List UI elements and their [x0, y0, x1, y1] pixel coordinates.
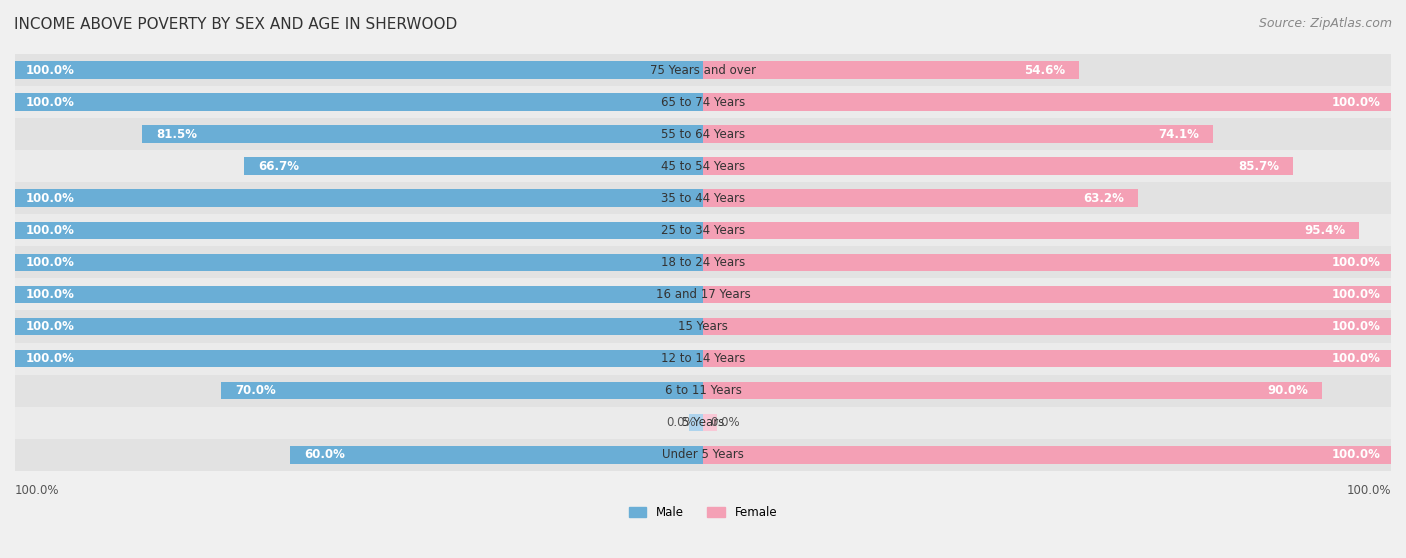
Bar — [703, 190, 1137, 207]
Text: 100.0%: 100.0% — [1331, 95, 1381, 109]
Bar — [703, 350, 1391, 367]
Text: 100.0%: 100.0% — [25, 224, 75, 237]
Text: 15 Years: 15 Years — [678, 320, 728, 333]
Text: 16 and 17 Years: 16 and 17 Years — [655, 288, 751, 301]
Text: 85.7%: 85.7% — [1237, 160, 1279, 173]
Text: 74.1%: 74.1% — [1159, 128, 1199, 141]
Bar — [703, 93, 1391, 111]
Text: 12 to 14 Years: 12 to 14 Years — [661, 352, 745, 365]
Bar — [15, 278, 1391, 310]
Bar — [703, 61, 1078, 79]
Legend: Male, Female: Male, Female — [628, 506, 778, 519]
Bar — [290, 446, 703, 464]
Bar — [703, 414, 717, 431]
Bar — [15, 222, 703, 239]
Text: 100.0%: 100.0% — [25, 95, 75, 109]
Text: 100.0%: 100.0% — [15, 484, 59, 497]
Bar — [689, 414, 703, 431]
Text: 63.2%: 63.2% — [1083, 192, 1123, 205]
Text: 25 to 34 Years: 25 to 34 Years — [661, 224, 745, 237]
Text: 70.0%: 70.0% — [235, 384, 276, 397]
Text: 100.0%: 100.0% — [25, 192, 75, 205]
Bar — [703, 318, 1391, 335]
Text: 6 to 11 Years: 6 to 11 Years — [665, 384, 741, 397]
Bar — [221, 382, 703, 400]
Text: Source: ZipAtlas.com: Source: ZipAtlas.com — [1258, 17, 1392, 30]
Text: 100.0%: 100.0% — [25, 256, 75, 269]
Text: 90.0%: 90.0% — [1268, 384, 1309, 397]
Text: 75 Years and over: 75 Years and over — [650, 64, 756, 76]
Bar — [15, 253, 703, 271]
Bar — [15, 407, 1391, 439]
Bar — [15, 318, 703, 335]
Text: 100.0%: 100.0% — [1331, 320, 1381, 333]
Bar — [15, 190, 703, 207]
Text: 100.0%: 100.0% — [25, 288, 75, 301]
Text: Under 5 Years: Under 5 Years — [662, 448, 744, 461]
Bar — [15, 374, 1391, 407]
Bar — [15, 93, 703, 111]
Bar — [15, 310, 1391, 343]
Bar — [15, 343, 1391, 374]
Bar — [15, 439, 1391, 471]
Bar — [15, 118, 1391, 150]
Text: 95.4%: 95.4% — [1305, 224, 1346, 237]
Text: 18 to 24 Years: 18 to 24 Years — [661, 256, 745, 269]
Text: 0.0%: 0.0% — [710, 416, 740, 429]
Bar — [703, 222, 1360, 239]
Bar — [703, 446, 1391, 464]
Text: 54.6%: 54.6% — [1024, 64, 1064, 76]
Bar — [703, 382, 1322, 400]
Bar — [703, 286, 1391, 303]
Bar — [15, 350, 703, 367]
Text: 65 to 74 Years: 65 to 74 Years — [661, 95, 745, 109]
Text: 100.0%: 100.0% — [1331, 352, 1381, 365]
Text: 66.7%: 66.7% — [257, 160, 299, 173]
Text: 100.0%: 100.0% — [1347, 484, 1391, 497]
Bar — [245, 157, 703, 175]
Text: 100.0%: 100.0% — [1331, 256, 1381, 269]
Text: 100.0%: 100.0% — [25, 64, 75, 76]
Bar — [15, 54, 1391, 86]
Text: 55 to 64 Years: 55 to 64 Years — [661, 128, 745, 141]
Text: 100.0%: 100.0% — [25, 352, 75, 365]
Text: 81.5%: 81.5% — [156, 128, 197, 141]
Bar — [15, 247, 1391, 278]
Bar — [703, 157, 1292, 175]
Bar — [703, 253, 1391, 271]
Bar — [15, 86, 1391, 118]
Text: 45 to 54 Years: 45 to 54 Years — [661, 160, 745, 173]
Text: 5 Years: 5 Years — [682, 416, 724, 429]
Text: INCOME ABOVE POVERTY BY SEX AND AGE IN SHERWOOD: INCOME ABOVE POVERTY BY SEX AND AGE IN S… — [14, 17, 457, 32]
Text: 100.0%: 100.0% — [1331, 288, 1381, 301]
Bar — [703, 126, 1213, 143]
Bar — [15, 182, 1391, 214]
Bar — [15, 286, 703, 303]
Bar — [15, 150, 1391, 182]
Text: 0.0%: 0.0% — [666, 416, 696, 429]
Text: 60.0%: 60.0% — [304, 448, 344, 461]
Text: 100.0%: 100.0% — [1331, 448, 1381, 461]
Text: 35 to 44 Years: 35 to 44 Years — [661, 192, 745, 205]
Bar — [15, 214, 1391, 247]
Bar — [142, 126, 703, 143]
Text: 100.0%: 100.0% — [25, 320, 75, 333]
Bar — [15, 61, 703, 79]
